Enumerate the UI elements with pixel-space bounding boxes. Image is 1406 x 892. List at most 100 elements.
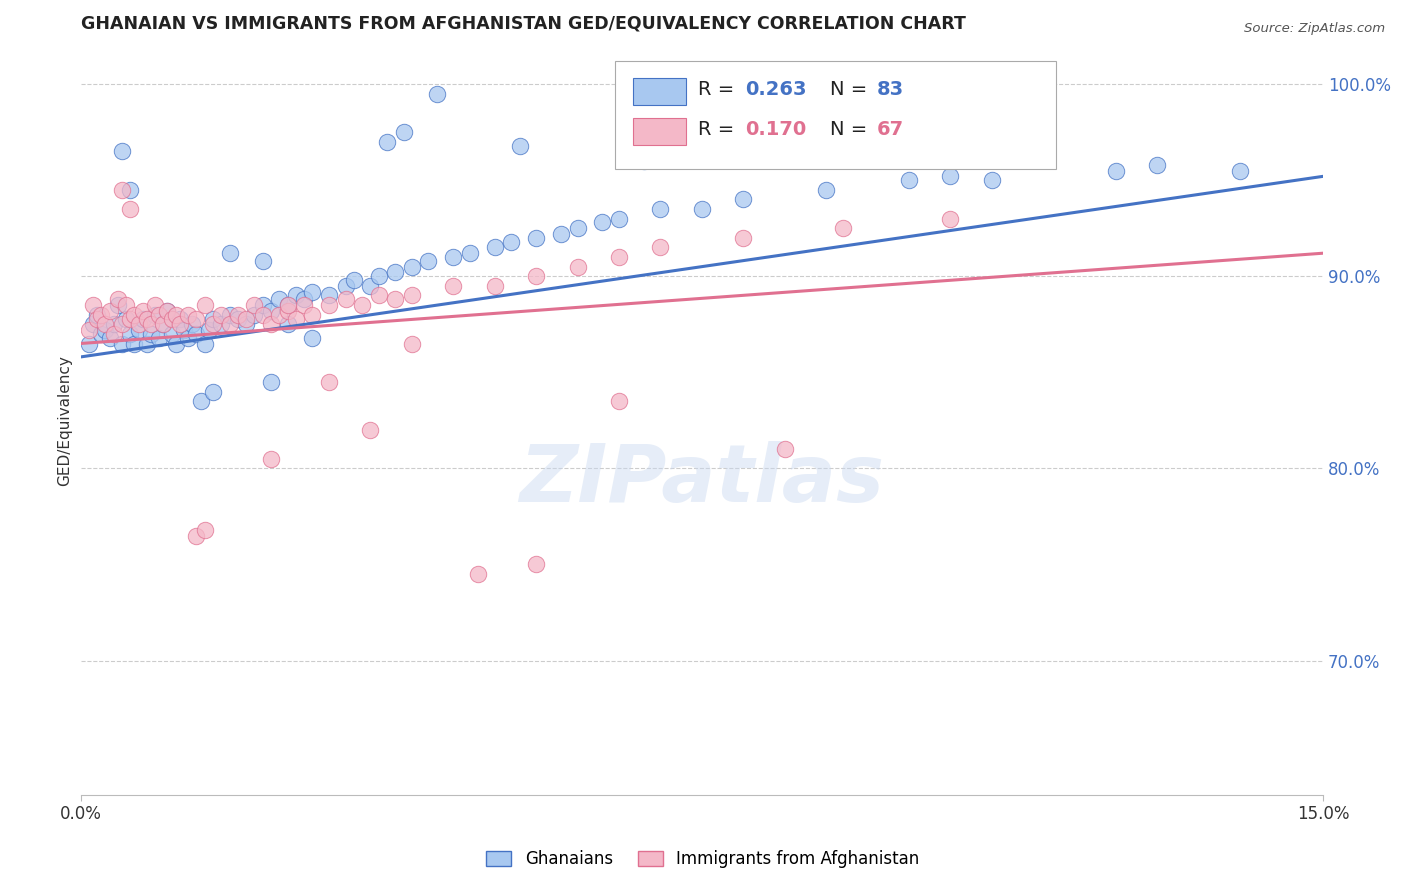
Point — [501, 235, 523, 249]
Point — [139, 318, 162, 332]
Point — [90, 326, 112, 341]
Point — [426, 87, 449, 101]
Point — [77, 336, 100, 351]
Point — [202, 311, 225, 326]
Point — [103, 318, 125, 332]
Legend: Ghanaians, Immigrants from Afghanistan: Ghanaians, Immigrants from Afghanistan — [479, 844, 927, 875]
Point — [467, 567, 489, 582]
Point — [111, 336, 134, 351]
Text: R =: R = — [699, 80, 741, 99]
Point — [124, 308, 146, 322]
Text: N =: N = — [830, 80, 873, 99]
FancyBboxPatch shape — [634, 78, 686, 105]
Point — [86, 308, 108, 322]
Point — [939, 169, 962, 184]
Point — [90, 308, 112, 322]
Point — [252, 253, 274, 268]
Point — [650, 202, 672, 216]
Point — [384, 265, 406, 279]
Point — [226, 311, 249, 326]
Point — [335, 293, 357, 307]
Point — [607, 394, 630, 409]
Point — [343, 273, 366, 287]
Point — [277, 303, 299, 318]
Point — [733, 231, 755, 245]
Point — [186, 529, 208, 543]
Text: N =: N = — [830, 120, 873, 139]
Point — [524, 269, 547, 284]
Point — [567, 221, 589, 235]
Point — [375, 135, 398, 149]
Point — [98, 331, 121, 345]
Point — [484, 278, 506, 293]
Point — [135, 311, 157, 326]
Point — [186, 326, 208, 341]
Point — [120, 202, 142, 216]
Text: GHANAIAN VS IMMIGRANTS FROM AFGHANISTAN GED/EQUIVALENCY CORRELATION CHART: GHANAIAN VS IMMIGRANTS FROM AFGHANISTAN … — [80, 15, 966, 33]
Point — [980, 173, 1002, 187]
Point — [252, 298, 274, 312]
Point — [401, 260, 423, 274]
Point — [633, 153, 655, 168]
Point — [1229, 163, 1251, 178]
Point — [243, 308, 266, 322]
Point — [177, 331, 200, 345]
Text: 0.263: 0.263 — [745, 80, 807, 99]
Point — [156, 303, 179, 318]
Point — [173, 323, 195, 337]
Point — [1105, 163, 1128, 178]
Point — [260, 375, 283, 389]
Point — [198, 323, 221, 337]
Point — [277, 318, 299, 332]
Point — [177, 308, 200, 322]
Point — [111, 183, 134, 197]
Point — [169, 318, 191, 332]
Point — [165, 308, 187, 322]
Point — [384, 293, 406, 307]
Point — [120, 326, 142, 341]
Point — [181, 318, 204, 332]
Point — [82, 318, 104, 332]
Point — [139, 326, 162, 341]
Point — [277, 298, 299, 312]
Point — [458, 246, 481, 260]
Point — [897, 173, 920, 187]
Point — [160, 326, 183, 341]
Point — [107, 293, 129, 307]
Point — [131, 311, 153, 326]
Point — [152, 318, 174, 332]
Point — [209, 308, 232, 322]
Point — [169, 311, 191, 326]
Text: 83: 83 — [877, 80, 904, 99]
Point — [284, 288, 307, 302]
Point — [115, 311, 138, 326]
Point — [218, 308, 240, 322]
Point — [165, 336, 187, 351]
Text: Source: ZipAtlas.com: Source: ZipAtlas.com — [1244, 22, 1385, 36]
Point — [301, 285, 323, 299]
Point — [607, 250, 630, 264]
Point — [160, 311, 183, 326]
FancyBboxPatch shape — [614, 61, 1056, 169]
Point — [143, 308, 166, 322]
Text: 0.170: 0.170 — [745, 120, 807, 139]
Point — [441, 278, 464, 293]
Point — [260, 451, 283, 466]
Point — [318, 288, 340, 302]
Point — [77, 323, 100, 337]
Point — [401, 288, 423, 302]
Point — [260, 303, 283, 318]
Point — [269, 308, 291, 322]
Point — [367, 288, 389, 302]
Point — [235, 311, 257, 326]
Point — [202, 384, 225, 399]
Point — [82, 298, 104, 312]
Point — [773, 442, 796, 457]
Text: ZIPatlas: ZIPatlas — [519, 442, 884, 519]
Y-axis label: GED/Equivalency: GED/Equivalency — [58, 355, 72, 486]
Point — [484, 240, 506, 254]
Point — [607, 211, 630, 226]
Point — [367, 269, 389, 284]
Point — [120, 183, 142, 197]
Point — [148, 308, 170, 322]
